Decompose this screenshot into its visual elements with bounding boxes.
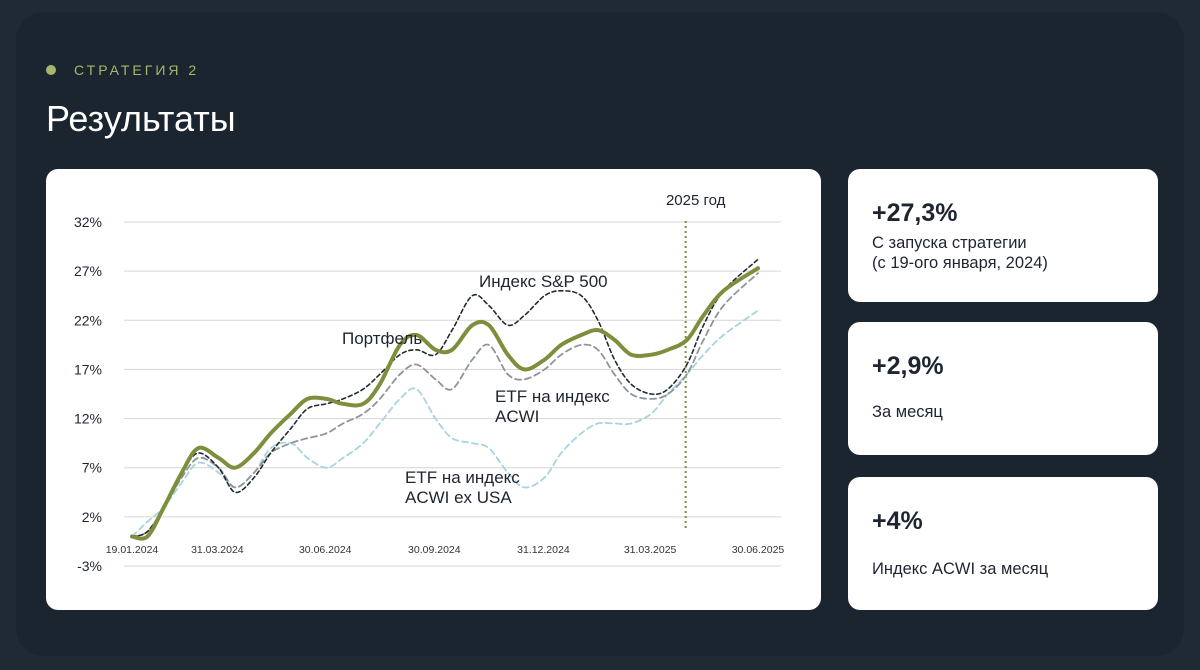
stat-card-month: +2,9% За месяц: [848, 322, 1158, 455]
y-tick-label: 2%: [82, 509, 102, 525]
series-annotation-acwi: ETF на индекс: [495, 387, 610, 406]
stat-card-acwi-month: +4% Индекс ACWI за месяц: [848, 477, 1158, 610]
y-tick-label: 27%: [74, 263, 102, 279]
x-tick-label: 19.01.2024: [106, 544, 159, 556]
series-line-sp500: [131, 258, 759, 538]
stat-value: +27,3%: [872, 199, 958, 227]
x-tick-label: 31.03.2024: [191, 544, 244, 556]
y-tick-label: 32%: [74, 214, 102, 230]
x-tick-label: 30.06.2025: [732, 544, 785, 556]
series-annotation-sp500: Индекс S&P 500: [479, 272, 608, 291]
performance-chart: 32% 27% 22% 17% 12% 7% 2% -3% 19.01.2024 31.03.20…: [74, 192, 785, 574]
eyebrow-label: СТРАТЕГИЯ 2: [74, 62, 200, 78]
x-tick-label: 31.03.2025: [624, 544, 677, 556]
bullet-dot-icon: [46, 65, 56, 75]
stat-label-line: За месяц: [872, 403, 943, 421]
series-line-portfolio: [130, 266, 760, 541]
stat-value: +4%: [872, 507, 923, 535]
series-line-acwi: [131, 272, 759, 538]
y-tick-label: 7%: [82, 460, 102, 476]
y-tick-label: 12%: [74, 411, 102, 427]
section-eyebrow: СТРАТЕГИЯ 2: [46, 62, 199, 78]
stat-label-line: Индекс ACWI за месяц: [872, 560, 1049, 578]
x-tick-label: 30.06.2024: [299, 544, 352, 556]
y-tick-label: 17%: [74, 361, 102, 377]
chart-card: 32% 27% 22% 17% 12% 7% 2% -3% 19.01.2024 31.03.20…: [46, 169, 821, 610]
series-annotation-portfolio: Портфель: [342, 329, 422, 348]
stat-card-since-launch: +27,3% С запуска стратегии (с 19-ого янв…: [848, 169, 1158, 302]
year-marker-label: 2025 год: [666, 192, 726, 209]
stat-value: +2,9%: [872, 352, 944, 380]
series-annotation-acwi_ex_usa: ETF на индекс: [405, 468, 520, 487]
stat-label-line: (с 19-ого января, 2024): [872, 254, 1048, 272]
stat-label-line: С запуска стратегии: [872, 234, 1027, 252]
x-tick-label: 31.12.2024: [517, 544, 570, 556]
stat-label: С запуска стратегии (с 19-ого января, 20…: [872, 233, 1048, 273]
x-tick-label: 30.09.2024: [408, 544, 461, 556]
stat-label: Индекс ACWI за месяц: [872, 559, 1048, 579]
series-annotation-acwi: ACWI: [495, 407, 539, 426]
y-tick-label: 22%: [74, 312, 102, 328]
stat-label: За месяц: [872, 402, 943, 422]
page-title: Результаты: [46, 98, 236, 139]
y-tick-label: -3%: [77, 558, 102, 574]
series-annotation-acwi_ex_usa: ACWI ex USA: [405, 488, 512, 507]
